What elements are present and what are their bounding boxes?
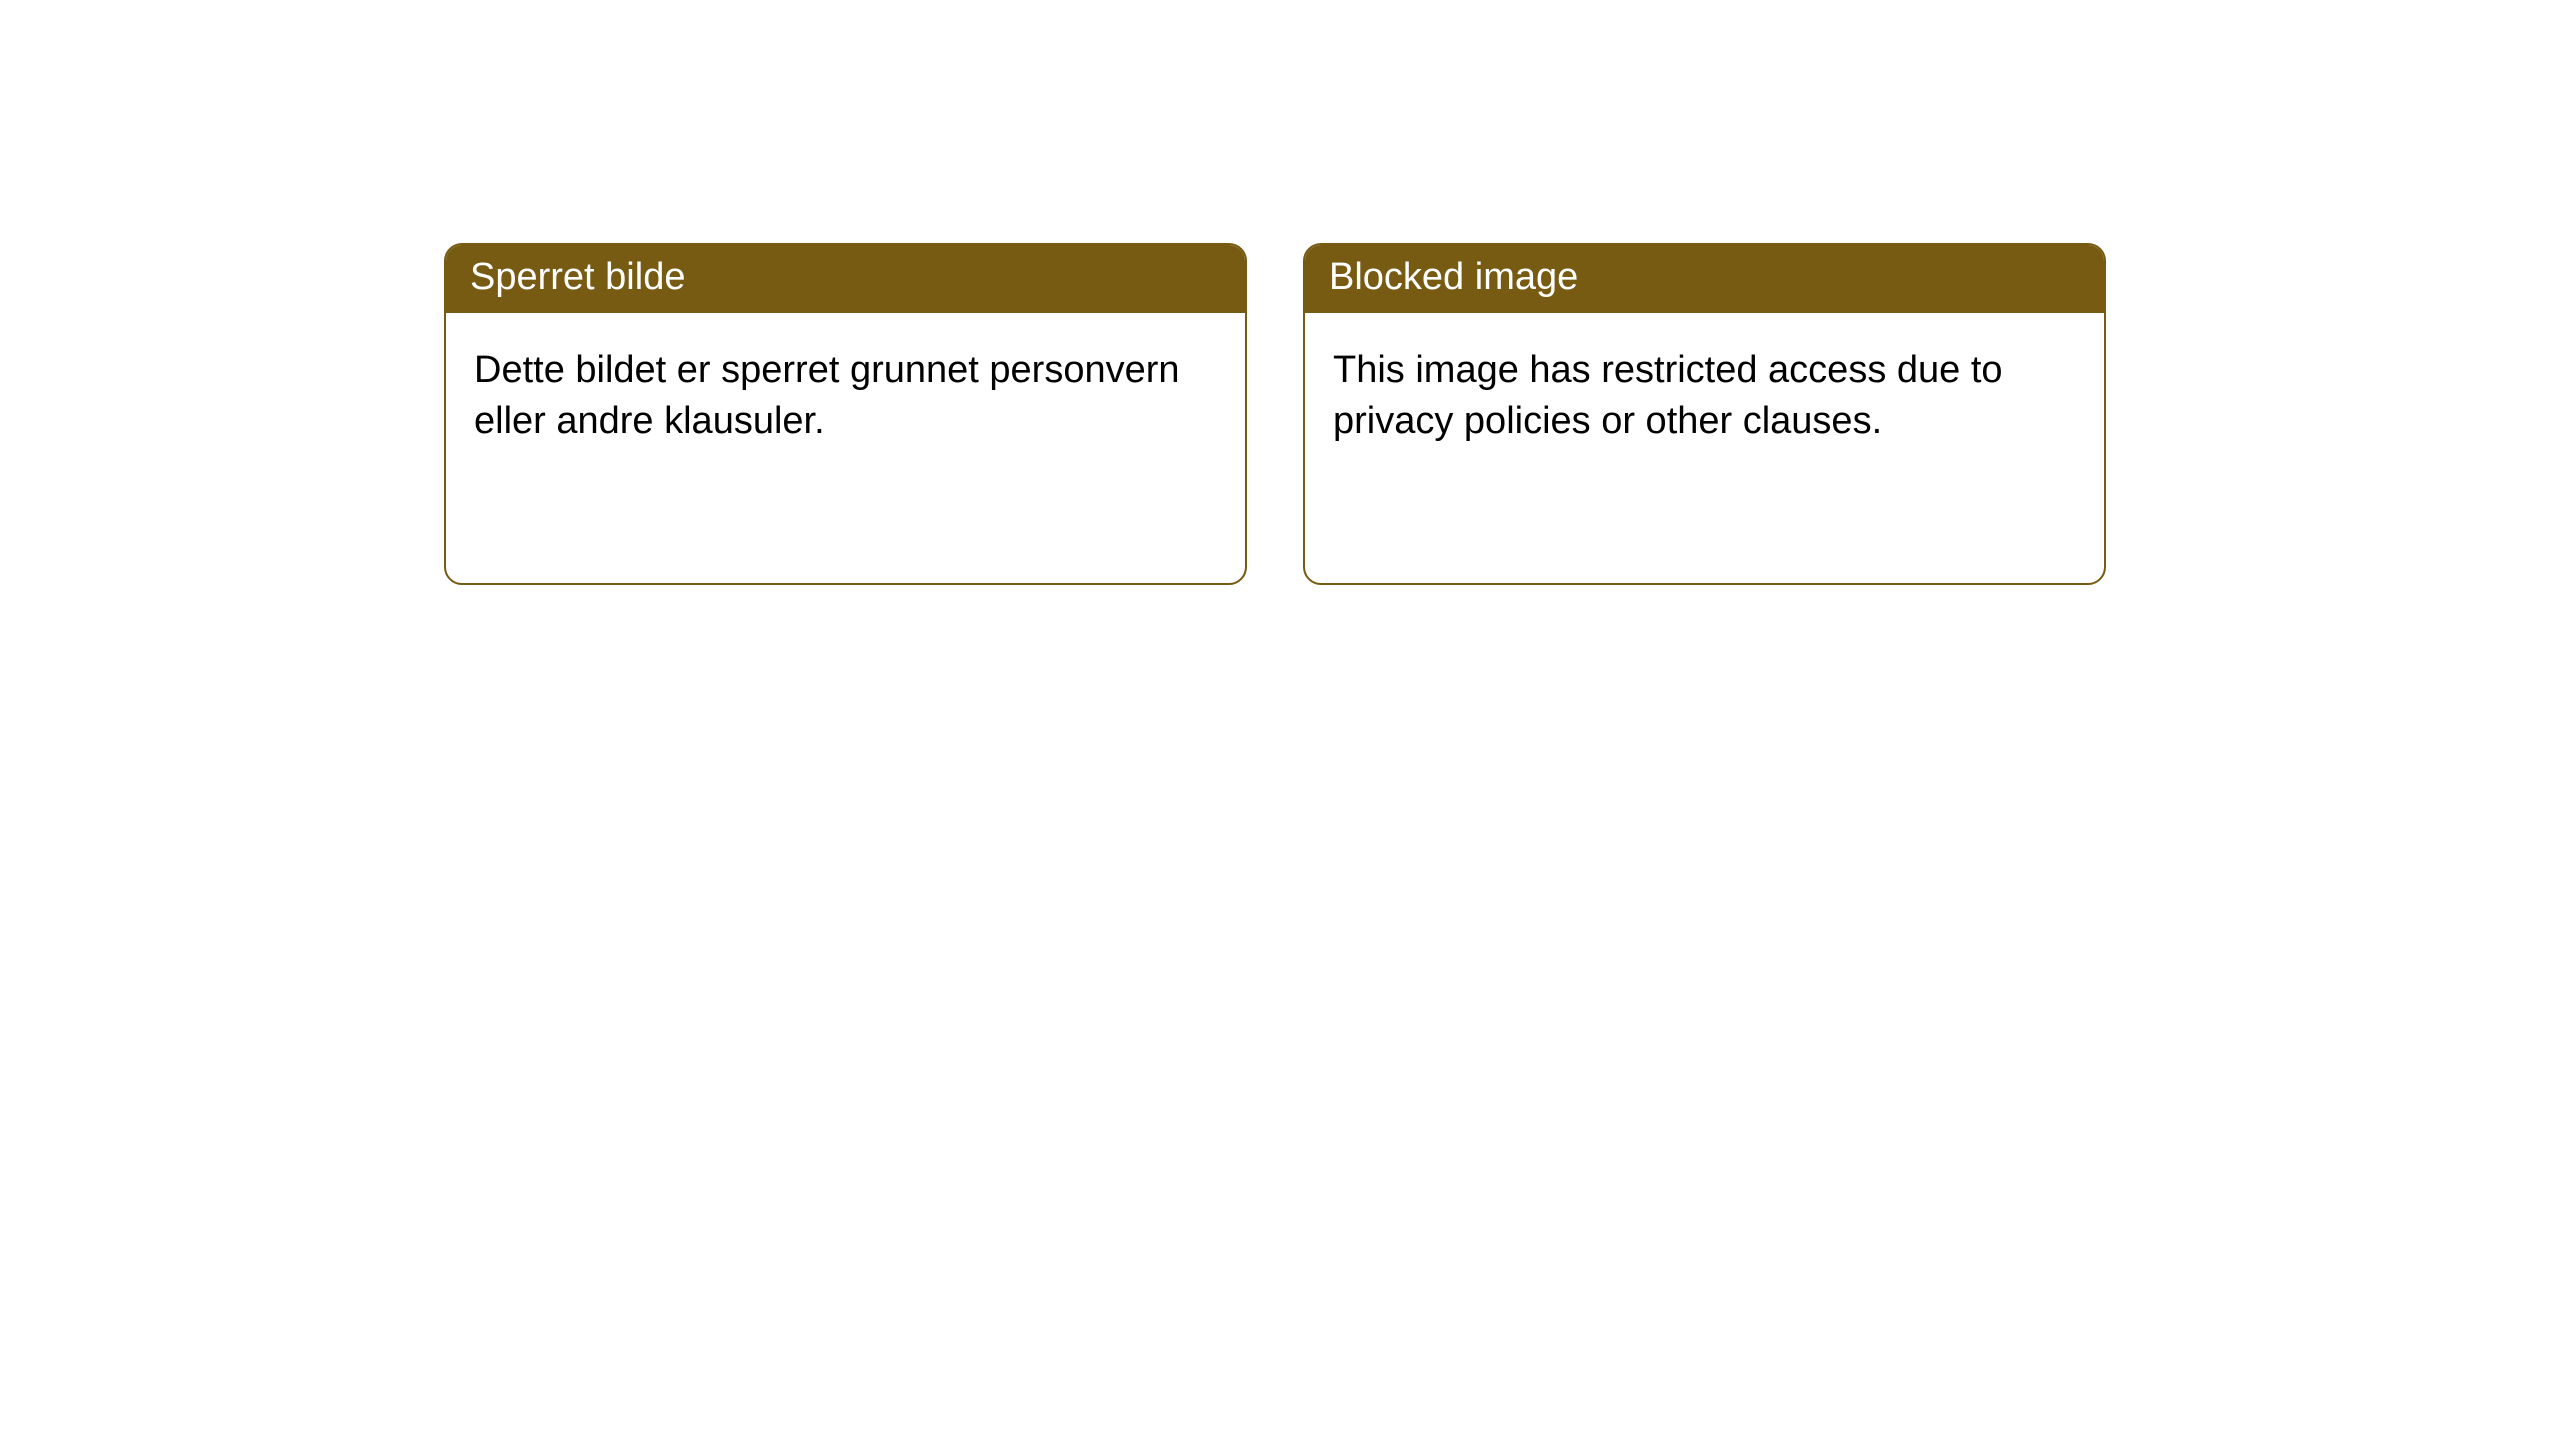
card-header: Blocked image	[1305, 245, 2104, 313]
card-header: Sperret bilde	[446, 245, 1245, 313]
card-body: This image has restricted access due to …	[1305, 313, 2104, 583]
card-text: Dette bildet er sperret grunnet personve…	[474, 345, 1217, 448]
card-title: Blocked image	[1329, 256, 1578, 298]
card-title: Sperret bilde	[470, 256, 685, 298]
notice-container: Sperret bilde Dette bildet er sperret gr…	[0, 0, 2560, 585]
blocked-image-card-no: Sperret bilde Dette bildet er sperret gr…	[444, 243, 1247, 585]
blocked-image-card-en: Blocked image This image has restricted …	[1303, 243, 2106, 585]
card-body: Dette bildet er sperret grunnet personve…	[446, 313, 1245, 583]
card-text: This image has restricted access due to …	[1333, 345, 2076, 448]
